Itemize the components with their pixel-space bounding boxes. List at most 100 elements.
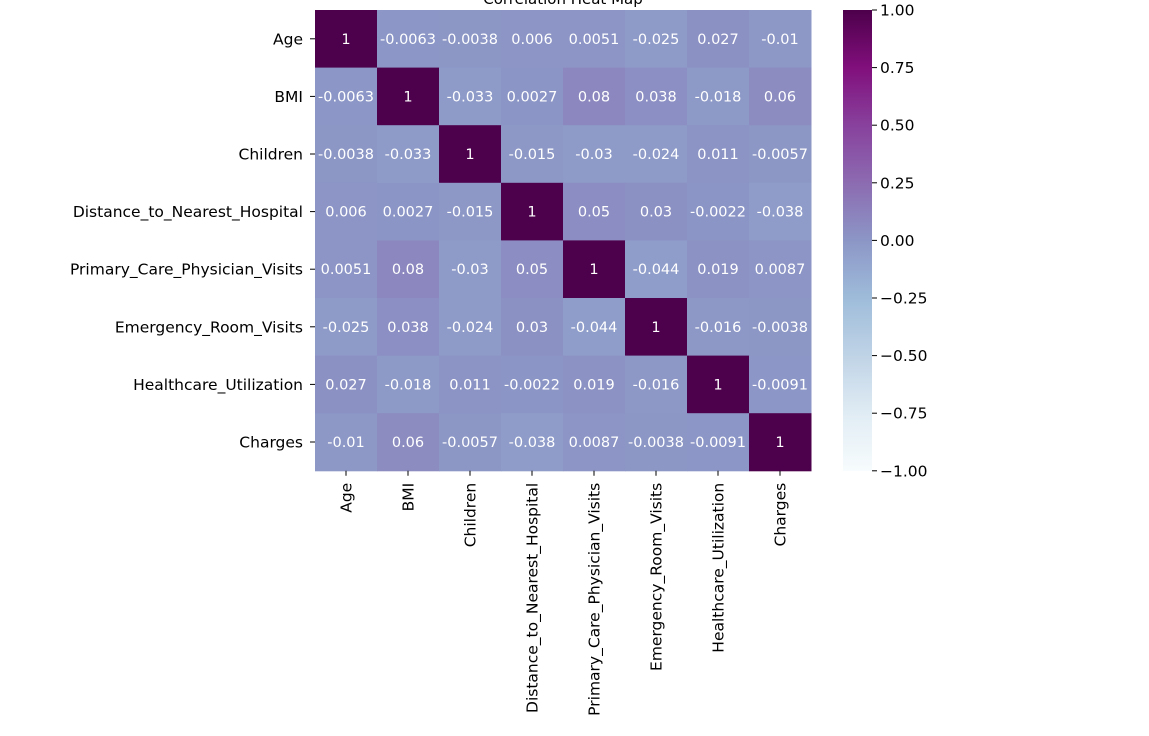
cell-annotation: 0.0027: [507, 89, 558, 105]
heatmap-cell: [501, 240, 564, 299]
cell-annotation: -0.03: [451, 262, 489, 278]
cell-annotation: -0.03: [575, 147, 613, 163]
cell-annotation: 0.0051: [569, 32, 620, 48]
heatmap-cell: [315, 240, 378, 299]
x-tick-label: Primary_Care_Physician_Visits: [586, 483, 605, 716]
y-tick-label: Charges: [239, 434, 303, 452]
cell-annotation: -0.018: [385, 377, 432, 393]
colorbar: 1.00 0.75 0.50 0.25 0.00 −0.25 −0.50 −0.75 −1.00: [843, 2, 928, 480]
cell-annotation: 0.08: [578, 89, 610, 105]
cell-annotation: 0.05: [516, 262, 548, 278]
cell-annotation: -0.038: [757, 205, 804, 221]
cell-annotation: 0.08: [392, 262, 424, 278]
heatmap-cell: [563, 67, 626, 126]
cell-annotation: 0.019: [697, 262, 739, 278]
cell-annotation: -0.0022: [504, 377, 560, 393]
heatmap-cell: [501, 298, 564, 357]
cell-annotation: -0.0038: [628, 435, 684, 451]
heatmap-cell: [439, 182, 502, 241]
heatmap-cell: [563, 10, 626, 69]
cell-annotation: -0.044: [633, 262, 680, 278]
heatmap-cell: [501, 125, 564, 184]
cell-annotation: 0.0087: [569, 435, 620, 451]
cell-annotation: 1: [651, 320, 660, 336]
x-axis: Age BMI Children Distance_to_Nearest_Hospit…: [338, 470, 790, 716]
heatmap-cell: [749, 182, 812, 241]
y-tick-label: Emergency_Room_Visits: [115, 318, 303, 337]
heatmap-cell: [749, 67, 812, 126]
cell-annotation: -0.0038: [752, 320, 808, 336]
heatmap-cell: [687, 355, 750, 414]
cell-annotation: 1: [589, 262, 598, 278]
heatmap-cell: [625, 240, 688, 299]
colorbar-gradient: [843, 10, 872, 471]
cell-annotation: -0.024: [447, 320, 494, 336]
y-tick-label: Children: [239, 146, 304, 164]
heatmap-cell: [377, 182, 440, 241]
x-tick-label: Children: [462, 483, 480, 548]
heatmap-cell: [749, 240, 812, 299]
cell-annotation: -0.033: [385, 147, 432, 163]
cell-annotation: 0.038: [635, 89, 677, 105]
cell-annotation: -0.018: [695, 89, 742, 105]
heatmap-cell: [625, 10, 688, 69]
cell-annotation: -0.038: [509, 435, 556, 451]
cell-annotation: 0.006: [325, 205, 367, 221]
heatmap-cell: [501, 182, 564, 241]
heatmap-cell: [377, 355, 440, 414]
heatmap-cell: [687, 240, 750, 299]
heatmap-cell: [377, 10, 440, 69]
cell-annotation: -0.025: [323, 320, 370, 336]
y-tick-label: Age: [273, 30, 303, 48]
heatmap-cell: [563, 355, 626, 414]
cell-annotation: 0.06: [764, 89, 796, 105]
cell-annotation: -0.033: [447, 89, 494, 105]
x-tick-label: Emergency_Room_Visits: [648, 483, 667, 671]
cell-annotation: -0.025: [633, 32, 680, 48]
cell-annotation: 0.011: [449, 377, 491, 393]
heatmap-cell: [501, 67, 564, 126]
cell-annotation: 0.027: [325, 377, 367, 393]
heatmap-cell: [625, 182, 688, 241]
colorbar-tick-label: 1.00: [880, 2, 915, 20]
heatmap-cell: [687, 413, 750, 472]
colorbar-tick-label: 0.00: [880, 232, 915, 250]
heatmap-cell: [687, 67, 750, 126]
heatmap-cell: [501, 355, 564, 414]
cell-annotation: 0.006: [511, 32, 553, 48]
y-tick-label: Distance_to_Nearest_Hospital: [73, 203, 303, 222]
cell-annotation: 0.011: [697, 147, 739, 163]
cell-annotation: -0.0057: [752, 147, 808, 163]
x-tick-label: BMI: [400, 483, 418, 512]
x-tick-label: Charges: [772, 483, 790, 547]
cell-annotation: -0.0057: [442, 435, 498, 451]
cell-annotation: 0.03: [516, 320, 548, 336]
cell-annotation: -0.015: [447, 205, 494, 221]
heatmap-cell: [315, 125, 378, 184]
y-tick-label: Primary_Care_Physician_Visits: [70, 261, 303, 280]
cell-annotation: 1: [403, 89, 412, 105]
heatmap-cell: [563, 298, 626, 357]
x-tick-label: Distance_to_Nearest_Hospital: [524, 483, 543, 713]
heatmap-cell: [315, 67, 378, 126]
heatmap-cell: [377, 413, 440, 472]
heatmap-cell: [625, 298, 688, 357]
heatmap-cell: [625, 355, 688, 414]
heatmap-cell: [439, 355, 502, 414]
heatmap-cell: [439, 125, 502, 184]
cell-annotation: -0.0022: [690, 205, 746, 221]
cell-annotation: 0.0087: [755, 262, 806, 278]
heatmap-cell: [315, 355, 378, 414]
cell-annotation: -0.016: [633, 377, 680, 393]
heatmap-cell: [439, 10, 502, 69]
heatmap-cell: [687, 125, 750, 184]
heatmap-cell: [315, 182, 378, 241]
heatmap-cell: [439, 413, 502, 472]
colorbar-tick-label: −1.00: [880, 462, 928, 480]
heatmap-cell: [439, 240, 502, 299]
cell-annotation: -0.01: [327, 435, 365, 451]
heatmap-cell: [749, 125, 812, 184]
heatmap-cell: [563, 413, 626, 472]
heatmap-cell: [377, 125, 440, 184]
